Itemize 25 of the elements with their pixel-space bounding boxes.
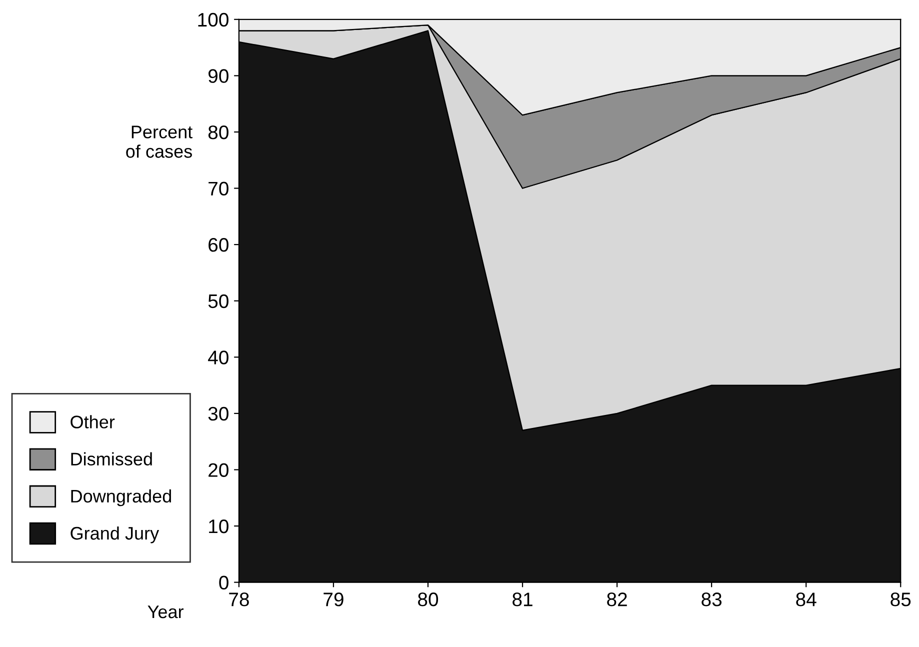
y-tick-label: 40 xyxy=(208,350,228,364)
y-tick-label: 10 xyxy=(209,519,228,534)
x-tick-label: 83 xyxy=(702,592,722,606)
x-tick-label: 84 xyxy=(796,592,816,606)
y-tick-label: 50 xyxy=(208,294,228,308)
y-tick-label: 80 xyxy=(208,125,228,140)
y-tick-label: 60 xyxy=(208,238,228,252)
y-axis-title: Percent of cases xyxy=(126,126,192,158)
y-tick-label: 0 xyxy=(219,576,228,590)
legend-label: Other xyxy=(70,415,115,428)
legend-label: Downgraded xyxy=(71,489,171,506)
x-tick-label: 85 xyxy=(890,592,911,606)
x-tick-label: 82 xyxy=(607,592,627,606)
x-tick-label: 81 xyxy=(512,592,532,606)
legend-label: Grand Jury xyxy=(70,526,160,544)
x-tick-label: 78 xyxy=(229,592,249,606)
y-tick-label: 70 xyxy=(208,182,228,196)
x-tick-label: 80 xyxy=(418,592,438,606)
legend-label: Dismissed xyxy=(71,452,152,466)
x-tick-label: 79 xyxy=(324,592,344,606)
y-tick-label: 20 xyxy=(208,463,228,477)
y-tick-label: 30 xyxy=(208,406,228,421)
x-axis-title: Year xyxy=(148,606,184,618)
y-tick-label: 90 xyxy=(208,69,228,83)
y-tick-label: 100 xyxy=(198,12,228,27)
